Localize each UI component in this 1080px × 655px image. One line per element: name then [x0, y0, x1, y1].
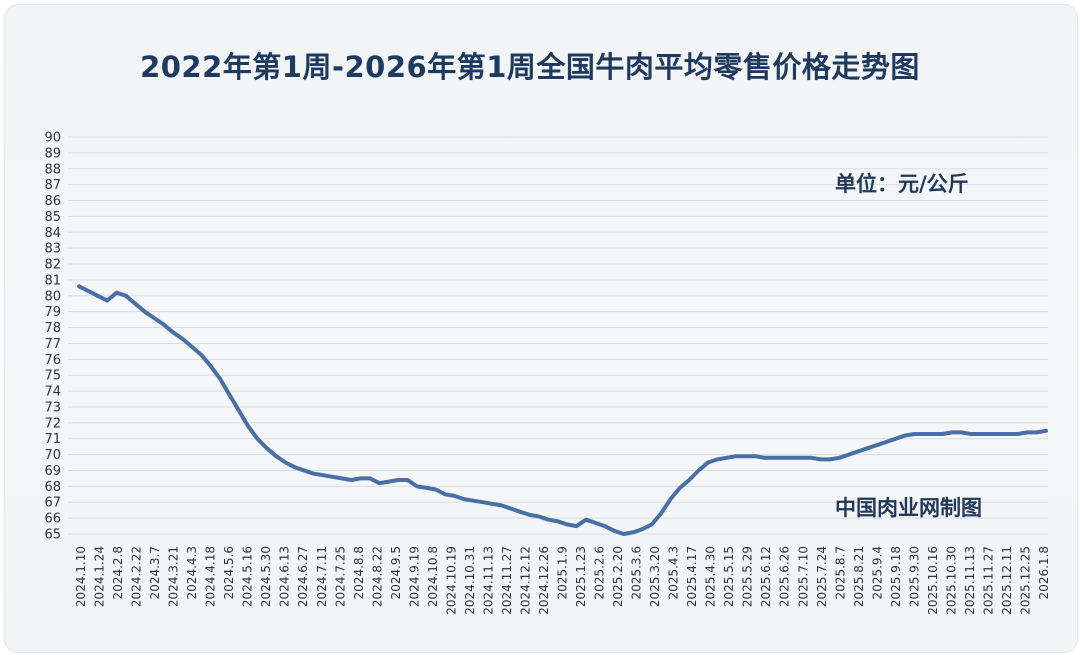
y-tick-label: 77	[44, 337, 61, 352]
y-tick-label: 87	[44, 178, 61, 193]
x-tick-label: 2025.1.9	[556, 546, 570, 599]
x-tick-label: 2025.4.3	[667, 546, 681, 599]
y-tick-label: 71	[44, 432, 61, 447]
x-tick-label: 2024.12.12	[518, 546, 532, 615]
x-tick-label: 2025.3.20	[648, 546, 662, 607]
y-axis-ticks: 6566676869707172737475767778798081828384…	[44, 131, 61, 543]
x-tick-label: 2025.5.15	[722, 546, 736, 607]
unit-label: 单位：元/公斤	[835, 172, 969, 196]
y-tick-label: 84	[44, 226, 61, 241]
x-tick-label: 2024.1.24	[93, 546, 107, 607]
series-line	[77, 284, 1048, 536]
y-tick-label: 65	[44, 528, 61, 543]
y-tick-label: 75	[44, 369, 61, 384]
y-tick-label: 69	[44, 464, 61, 479]
x-tick-label: 2024.6.27	[296, 546, 310, 607]
y-tick-label: 76	[44, 353, 61, 368]
y-tick-label: 80	[44, 289, 61, 304]
y-tick-label: 82	[44, 258, 61, 273]
chart-frame	[4, 4, 1078, 653]
x-tick-label: 2025.9.18	[889, 546, 903, 607]
x-tick-label: 2025.8.7	[833, 546, 847, 599]
x-tick-label: 2026.1.8	[1037, 546, 1051, 599]
x-tick-label: 2025.1.23	[574, 546, 588, 607]
y-tick-label: 67	[44, 496, 61, 511]
x-tick-label: 2025.6.12	[759, 546, 773, 607]
x-tick-label: 2025.9.30	[907, 546, 921, 607]
x-tick-label: 2024.7.11	[315, 546, 329, 607]
x-tick-label: 2025.7.10	[796, 546, 810, 607]
x-tick-label: 2025.2.6	[593, 546, 607, 599]
y-tick-label: 79	[44, 305, 61, 320]
x-tick-label: 2024.7.25	[333, 546, 347, 607]
x-tick-label: 2025.12.11	[1000, 546, 1014, 615]
x-tick-label: 2024.2.8	[111, 546, 125, 599]
x-tick-label: 2024.4.18	[204, 546, 218, 607]
y-tick-label: 74	[44, 385, 61, 400]
x-tick-label: 2025.6.26	[778, 546, 792, 607]
x-tick-label: 2024.10.19	[444, 546, 458, 615]
x-tick-label: 2024.6.13	[278, 546, 292, 607]
y-tick-label: 81	[44, 273, 61, 288]
y-tick-label: 89	[44, 146, 61, 161]
x-tick-label: 2025.2.20	[611, 546, 625, 607]
x-tick-label: 2025.12.25	[1018, 546, 1032, 615]
y-tick-label: 70	[44, 448, 61, 463]
y-tick-label: 90	[44, 131, 61, 146]
x-tick-label: 2025.11.13	[963, 546, 977, 615]
x-tick-label: 2024.11.27	[500, 546, 514, 615]
x-tick-label: 2024.12.26	[537, 546, 551, 615]
x-tick-label: 2025.9.4	[870, 546, 884, 599]
x-tick-label: 2024.5.6	[222, 546, 236, 599]
x-tick-label: 2025.8.21	[852, 546, 866, 607]
x-tick-label: 2024.10.8	[426, 546, 440, 607]
x-tick-label: 2024.10.31	[463, 546, 477, 615]
x-tick-label: 2024.11.13	[481, 546, 495, 615]
x-tick-label: 2024.3.21	[167, 546, 181, 607]
x-tick-label: 2025.4.30	[704, 546, 718, 607]
x-axis-ticks: 2024.1.10 2024.1.24 2024.2.8 2024.2.22 2024.…	[74, 546, 1051, 615]
y-tick-label: 78	[44, 321, 61, 336]
x-tick-label: 2024.9.5	[389, 546, 403, 599]
x-tick-label: 2024.8.22	[370, 546, 384, 607]
x-tick-label: 2024.1.10	[74, 546, 88, 607]
y-tick-label: 86	[44, 194, 61, 209]
y-tick-label: 88	[44, 162, 61, 177]
x-tick-label: 2025.4.17	[685, 546, 699, 607]
y-tick-label: 83	[44, 242, 61, 257]
y-tick-label: 73	[44, 400, 61, 415]
x-tick-label: 2025.5.29	[741, 546, 755, 607]
y-tick-label: 72	[44, 416, 61, 431]
x-tick-label: 2024.5.30	[259, 546, 273, 607]
x-tick-label: 2024.9.19	[407, 546, 421, 607]
y-tick-label: 66	[44, 512, 61, 527]
x-tick-label: 2024.5.16	[241, 546, 255, 607]
x-tick-label: 2024.4.3	[185, 546, 199, 599]
x-tick-label: 2024.3.7	[148, 546, 162, 599]
x-tick-label: 2025.10.30	[944, 546, 958, 615]
y-tick-label: 68	[44, 480, 61, 495]
x-tick-label: 2025.11.27	[981, 546, 995, 615]
x-tick-label: 2025.3.6	[630, 546, 644, 599]
x-tick-label: 2024.2.22	[130, 546, 144, 607]
x-tick-label: 2025.10.16	[926, 546, 940, 615]
source-label: 中国肉业网制图	[835, 496, 982, 520]
y-tick-label: 85	[44, 210, 61, 225]
x-tick-label: 2025.7.24	[815, 546, 829, 607]
x-tick-label: 2024.8.8	[352, 546, 366, 599]
grid-lines	[68, 136, 1048, 535]
chart-title: 2022年第1周-2026年第1周全国牛肉平均零售价格走势图	[140, 50, 920, 84]
